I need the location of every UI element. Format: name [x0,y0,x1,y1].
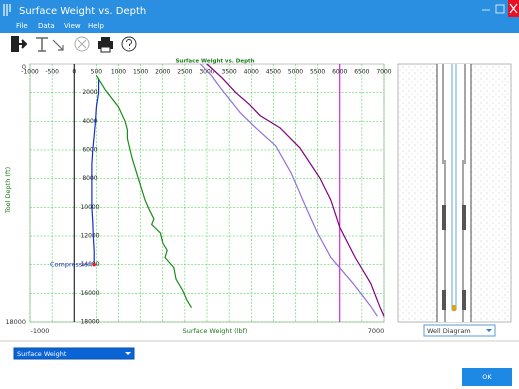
title-bar [0,0,519,33]
y-axis-label: Tool Depth (ft) [4,167,12,214]
casing [436,64,472,322]
y-tick-label: 10000 [80,204,99,211]
packer [462,205,466,230]
tubing [451,64,457,310]
plot-selector-text: Surface Weight [17,350,67,358]
help-mark [125,38,132,49]
window-title: Surface Weight vs. Depth [19,6,146,17]
x-tick-label: 1000 [111,69,126,76]
x-tick-label: 5000 [288,69,303,76]
menu-item[interactable]: File [16,22,28,30]
clear-icon[interactable] [74,36,90,52]
y-tick-label: 6000 [82,147,97,154]
chart: Surface Weight vs. Depth Surface Weight … [4,59,392,336]
menu-item[interactable]: Data [38,22,55,30]
chart-title: Surface Weight vs. Depth [175,59,254,65]
x-tick-label: 4000 [244,69,259,76]
series-line [91,78,100,265]
ok-button[interactable] [462,368,512,386]
y-tick-label: 8000 [82,175,97,182]
plot-selector[interactable] [13,347,135,360]
y-tick-label: 12000 [80,233,99,240]
y-max-label: 18000 [5,318,26,326]
x-tick-label: 3500 [221,69,236,76]
y-tick-label: 2000 [82,89,97,96]
text-icon[interactable] [36,37,48,52]
x-tick-label: 1500 [133,69,148,76]
help-icon[interactable] [121,36,137,52]
toolbar [11,36,137,53]
wellbore [437,64,471,322]
well-selector[interactable] [423,324,496,337]
well-panel: Well Diagram [397,63,512,337]
tool [452,305,456,311]
dropdown-arrow [125,352,131,355]
y-min-label: 0 [22,63,26,71]
exit-icon[interactable] [11,36,28,52]
series-line [95,75,193,309]
x-tick-label: 4500 [266,69,281,76]
marker [92,262,96,267]
packer [442,205,446,230]
ok-button-text: OK [482,373,492,381]
menu-item[interactable]: View [64,22,81,30]
packer [462,290,466,310]
x-max-label: 7000 [368,327,385,335]
x-tick-label: -1000 [21,69,39,76]
y-tick-label: 16000 [80,290,99,297]
x-tick-label: 7000 [376,69,391,76]
print-paper [100,46,111,53]
x-tick-label: 6500 [354,69,369,76]
close-icon [509,3,518,14]
menu-item[interactable]: Help [88,22,105,30]
arrow-icon[interactable] [52,39,64,51]
app-icon [3,4,11,16]
packer [442,290,446,310]
series-line [206,63,385,317]
y-tick-label: 18000 [80,319,99,326]
y-tick-label: 4000 [82,118,97,125]
annotation: Compression [50,261,92,269]
x-tick-label: -500 [45,69,59,76]
maximize-button[interactable] [495,4,505,14]
x-tick-label: 5500 [310,69,325,76]
x-tick-label: 2000 [155,69,170,76]
clear-cross [77,39,87,49]
x-min-label: -1000 [31,327,50,335]
print-top [101,37,110,41]
dropdown-arrow [486,329,492,332]
y-tick-label: 14000 [80,261,99,268]
x-tick-label: 500 [91,69,103,76]
print-icon[interactable] [98,41,113,49]
well-selector-text: Well Diagram [427,327,471,335]
x-tick-label: 2500 [177,69,192,76]
x-tick-label: 3000 [199,69,214,76]
series-line [199,63,378,317]
x-axis-label: Surface Weight (lbf) [183,327,248,335]
